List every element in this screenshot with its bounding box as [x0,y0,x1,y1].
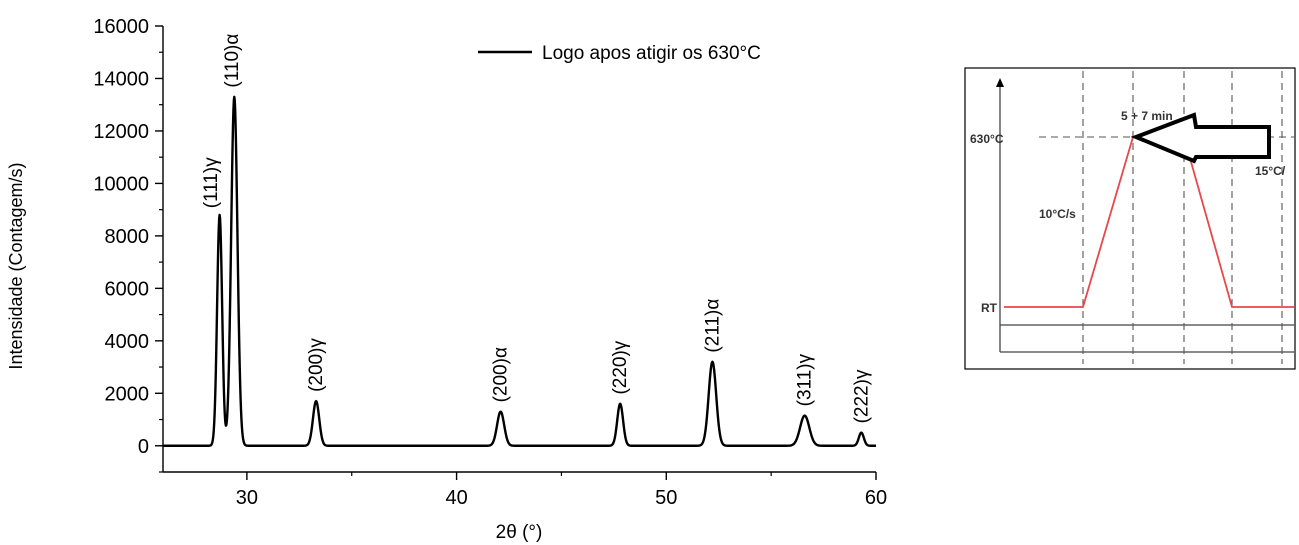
label-cooling-rate: 15°C/ [1255,164,1286,178]
peak-label: (200)γ [306,338,327,392]
xrd-chart: 0 2000 4000 6000 8000 10000 12000 14000 16000 30… [6,16,887,543]
legend-label: Logo apos atigir os 630°C [542,43,761,64]
arrow-pointer [1130,112,1271,164]
y-tick-label: 14000 [93,68,149,90]
peak-label: (211)α [702,299,723,353]
peak-label: (110)α [222,34,243,88]
x-tick-label: 30 [236,487,258,509]
label-rt: RT [981,301,998,315]
x-axis-ticks: 30 40 50 60 [236,472,887,509]
y-tick-label: 0 [138,436,149,458]
x-tick-label: 60 [865,487,887,509]
peak-label: (111)γ [201,157,222,209]
peak-label: (200)α [491,347,512,402]
peak-label: (222)γ [851,369,872,423]
y-tick-label: 6000 [105,278,150,300]
y-axis-label: Intensidade (Contagem/s) [6,162,26,369]
peak-label: (220)γ [610,340,631,394]
y-tick-label: 16000 [93,16,149,38]
label-heating-rate: 10°C/s [1039,207,1076,221]
peak-label: (311)γ [795,353,816,406]
plot-frame [162,26,876,473]
heat-treatment-schedule: 630°C 5 + 7 min 10°C/s 15°C/ RT [964,67,1296,370]
y-tick-label: 12000 [93,121,149,143]
peak-labels: (111)γ (110)α (200)γ (200)α (220)γ (211)α (311… [201,34,872,424]
schedule-guide-lines [1039,71,1294,364]
x-tick-label: 50 [655,487,677,509]
x-axis-label: 2θ (°) [496,522,543,543]
y-tick-label: 8000 [105,226,150,248]
y-axis-arrowhead [996,78,1004,87]
y-axis-ticks: 0 2000 4000 6000 8000 10000 12000 14000 16000 [93,16,163,473]
schedule-frame [964,67,1296,370]
y-tick-label: 2000 [105,383,150,405]
y-tick-label: 10000 [93,173,149,195]
label-hold-time: 5 + 7 min [1121,109,1173,123]
y-tick-label: 4000 [105,331,150,353]
legend: Logo apos atigir os 630°C [478,43,761,64]
xrd-series-line [162,95,877,447]
x-tick-label: 40 [445,487,467,509]
label-630c: 630°C [970,132,1004,146]
schedule-axes [999,85,1294,353]
